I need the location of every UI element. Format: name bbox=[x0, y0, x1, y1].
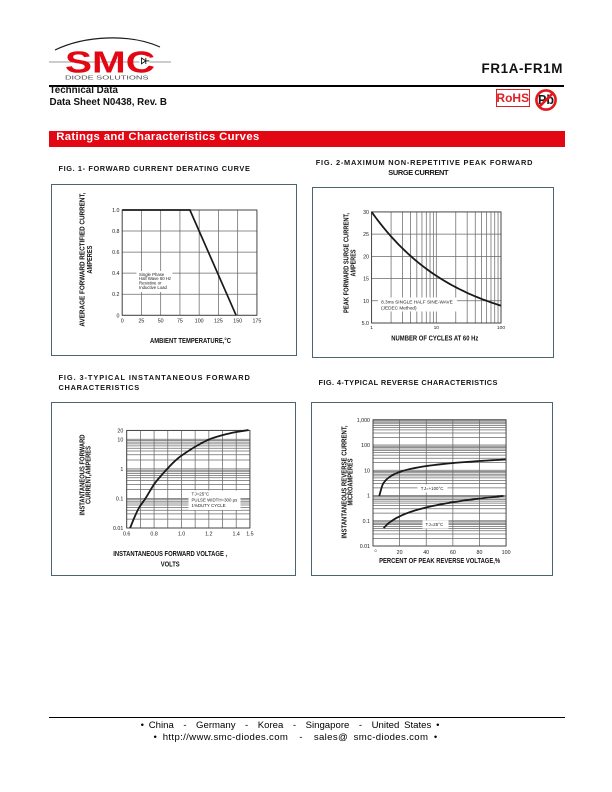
svg-text:0: 0 bbox=[117, 313, 120, 319]
svg-text:PULSE WIDTH=300 μs: PULSE WIDTH=300 μs bbox=[192, 498, 239, 503]
svg-text:NUMBER OF CYCLES AT 60 Hz: NUMBER OF CYCLES AT 60 Hz bbox=[391, 334, 478, 343]
svg-text:0.2: 0.2 bbox=[112, 292, 119, 298]
svg-text:1%DUTY CYCLE: 1%DUTY CYCLE bbox=[192, 503, 226, 508]
svg-text:80: 80 bbox=[477, 550, 483, 556]
svg-text:1.5: 1.5 bbox=[246, 532, 253, 538]
svg-text:25: 25 bbox=[363, 232, 369, 238]
svg-text:CURRENT,AMPERES: CURRENT,AMPERES bbox=[84, 446, 93, 504]
svg-text:0.6: 0.6 bbox=[112, 250, 119, 256]
svg-text:AMBIENT TEMPERATURE,°C: AMBIENT TEMPERATURE,°C bbox=[150, 336, 232, 345]
svg-text:Single Phase: Single Phase bbox=[139, 272, 165, 277]
svg-text:T J=25°C: T J=25°C bbox=[192, 492, 210, 497]
svg-text:1.2: 1.2 bbox=[205, 532, 212, 538]
svg-text:Half Wave 60 Hz: Half Wave 60 Hz bbox=[139, 276, 171, 281]
svg-text:1.4: 1.4 bbox=[233, 532, 240, 538]
svg-text:125: 125 bbox=[214, 318, 223, 324]
svg-text:1: 1 bbox=[367, 494, 370, 500]
svg-text:75: 75 bbox=[177, 318, 183, 324]
svg-text:175: 175 bbox=[252, 318, 261, 324]
svg-text:60: 60 bbox=[450, 550, 456, 556]
svg-text:1: 1 bbox=[370, 325, 373, 331]
svg-text:25: 25 bbox=[138, 318, 144, 324]
svg-text:0.4: 0.4 bbox=[112, 271, 119, 277]
svg-text:50: 50 bbox=[158, 318, 164, 324]
svg-text:20: 20 bbox=[117, 428, 123, 434]
svg-text:10: 10 bbox=[434, 325, 440, 331]
svg-text:DIODE SOLUTIONS: DIODE SOLUTIONS bbox=[65, 75, 149, 81]
svg-text:PEAK FORWARD SURGE CURRENT,: PEAK FORWARD SURGE CURRENT, bbox=[342, 213, 351, 313]
svg-text:0.8: 0.8 bbox=[150, 532, 157, 538]
svg-text:INSTANTANEOUS FORWARD VOLTAGE: INSTANTANEOUS FORWARD VOLTAGE , bbox=[113, 549, 227, 558]
svg-text:0.01: 0.01 bbox=[360, 544, 370, 550]
svg-text:1.0: 1.0 bbox=[112, 208, 119, 214]
svg-text:AMPERES: AMPERES bbox=[349, 249, 358, 276]
svg-text:0.1: 0.1 bbox=[116, 496, 123, 502]
svg-text:0: 0 bbox=[121, 318, 124, 324]
svg-text:10: 10 bbox=[364, 468, 370, 474]
svg-text:10: 10 bbox=[363, 299, 369, 305]
svg-text:10: 10 bbox=[117, 437, 123, 443]
svg-text:AVERAGE FORWARD RECTIFIED CURR: AVERAGE FORWARD RECTIFIED CURRENT, bbox=[78, 193, 87, 327]
svg-text:1.0: 1.0 bbox=[178, 532, 185, 538]
svg-text:MICROAMPERES: MICROAMPERES bbox=[346, 458, 355, 505]
svg-text:Inductive Load: Inductive Load bbox=[139, 285, 168, 290]
svg-text:Resistive or: Resistive or bbox=[139, 281, 162, 286]
svg-text:(JEDEC Method): (JEDEC Method) bbox=[381, 306, 417, 311]
svg-text:T J=25°C: T J=25°C bbox=[426, 522, 444, 527]
svg-text:100: 100 bbox=[195, 318, 204, 324]
svg-text:0.6: 0.6 bbox=[123, 532, 130, 538]
svg-text:0.1: 0.1 bbox=[363, 519, 370, 525]
svg-text:1,000: 1,000 bbox=[357, 418, 370, 424]
svg-text:8.3ms SINGLE HALF SINE-WAVE: 8.3ms SINGLE HALF SINE-WAVE bbox=[381, 300, 453, 305]
svg-text:20: 20 bbox=[397, 550, 403, 556]
svg-text:T J=+100°C: T J=+100°C bbox=[421, 486, 444, 491]
svg-text:0.8: 0.8 bbox=[112, 229, 119, 235]
svg-text:15: 15 bbox=[363, 277, 369, 283]
svg-text:30: 30 bbox=[363, 210, 369, 216]
svg-text:VOLTS: VOLTS bbox=[161, 559, 180, 568]
svg-text:100: 100 bbox=[497, 325, 505, 331]
svg-text:1: 1 bbox=[120, 467, 123, 473]
svg-text:AMPERES: AMPERES bbox=[85, 246, 94, 274]
svg-text:0.01: 0.01 bbox=[113, 526, 123, 532]
svg-text:0: 0 bbox=[374, 549, 376, 553]
svg-text:5.0: 5.0 bbox=[362, 321, 369, 327]
svg-text:100: 100 bbox=[502, 550, 511, 556]
svg-text:40: 40 bbox=[423, 550, 429, 556]
svg-text:INSTANTANEOUS REVERSE CURRENT,: INSTANTANEOUS REVERSE CURRENT, bbox=[340, 426, 349, 539]
svg-text:INSTANTANEOUS FORWARD: INSTANTANEOUS FORWARD bbox=[78, 435, 87, 516]
svg-text:PERCENT OF PEAK REVERSE VOLTAG: PERCENT OF PEAK REVERSE VOLTAGE,% bbox=[379, 556, 500, 565]
svg-text:100: 100 bbox=[361, 443, 370, 449]
svg-text:20: 20 bbox=[363, 254, 369, 260]
svg-text:150: 150 bbox=[233, 318, 242, 324]
